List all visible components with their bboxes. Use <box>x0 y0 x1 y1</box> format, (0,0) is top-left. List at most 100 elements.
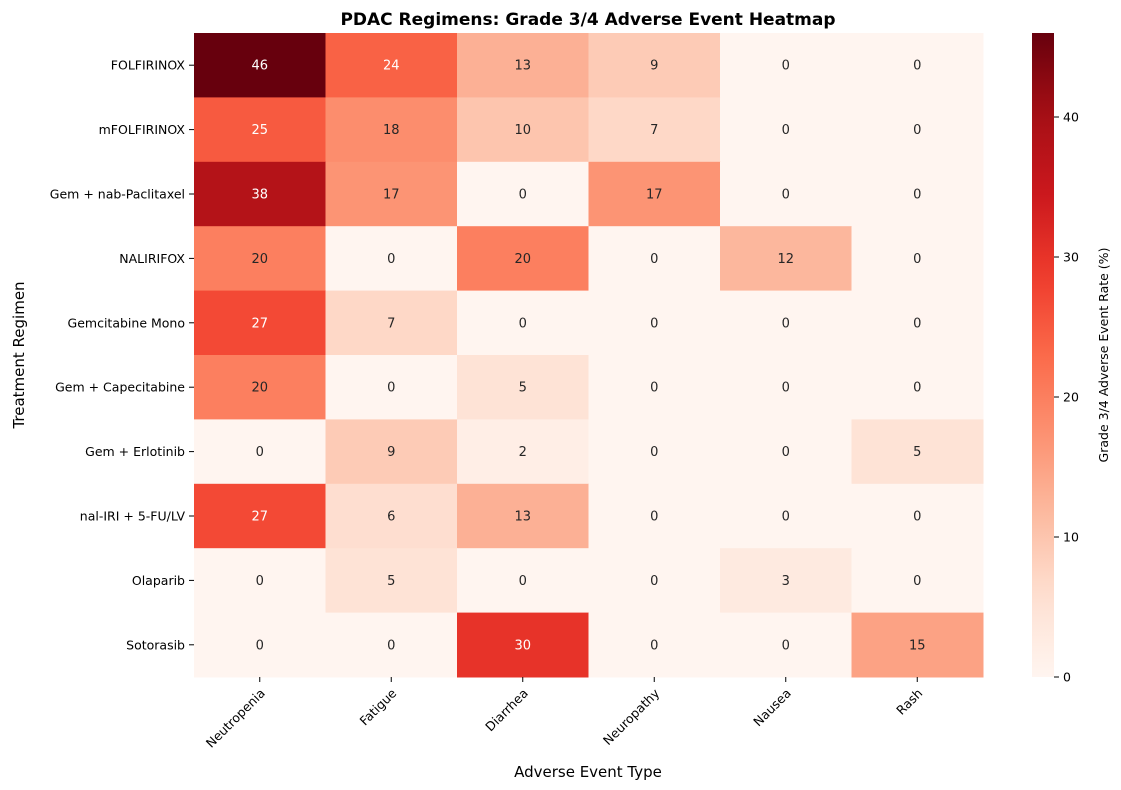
cell-value-label: 0 <box>913 123 921 138</box>
heatmap-cell <box>194 33 326 98</box>
cell-value-label: 0 <box>782 316 790 331</box>
x-tick-label: Rash <box>893 686 925 718</box>
cell-value-label: 2 <box>519 445 527 460</box>
heatmap-cell <box>457 97 589 163</box>
cell-value-label: 0 <box>913 574 921 589</box>
heatmap-cell <box>720 483 852 549</box>
cell-value-label: 0 <box>650 316 658 331</box>
heatmap-cell <box>588 419 721 485</box>
cell-value-label: 27 <box>251 510 268 525</box>
heatmap-cell <box>457 161 589 227</box>
colorbar-tick-label: 0 <box>1063 670 1071 685</box>
heatmap-cell <box>588 548 721 614</box>
cell-value-label: 0 <box>913 381 921 396</box>
cell-value-label: 0 <box>519 574 527 589</box>
heatmap-cell <box>457 226 589 292</box>
heatmap-cell <box>851 226 984 292</box>
y-tick-label: mFOLFIRINOX <box>99 122 186 137</box>
heatmap-cell <box>325 161 458 227</box>
cell-value-label: 46 <box>251 59 268 74</box>
heatmap-cell <box>457 355 589 420</box>
heatmap-cell <box>194 548 326 614</box>
cell-value-label: 0 <box>782 510 790 525</box>
cell-value-label: 0 <box>782 445 790 460</box>
cell-value-label: 0 <box>519 188 527 203</box>
heatmap-cell <box>457 33 589 98</box>
heatmap-cell <box>325 419 458 485</box>
heatmap-cell <box>720 548 852 614</box>
heatmap-cell <box>588 226 721 292</box>
heatmap-cell <box>851 97 984 163</box>
y-tick-labels: FOLFIRINOX mFOLFIRINOX Gem + nab-Paclitaxe… <box>50 58 194 652</box>
heatmap-cell <box>457 290 589 356</box>
cell-value-label: 7 <box>650 123 658 138</box>
cell-value-label: 13 <box>514 59 531 74</box>
cell-value-label: 0 <box>650 510 658 525</box>
cell-value-label: 9 <box>387 445 395 460</box>
heatmap-cell <box>851 548 984 614</box>
heatmap-cell <box>457 483 589 549</box>
cell-value-label: 27 <box>251 316 268 331</box>
cell-value-label: 0 <box>782 188 790 203</box>
cell-value-label: 15 <box>909 638 926 653</box>
heatmap-cell <box>720 419 852 485</box>
x-tick-label: Neutropenia <box>203 686 268 751</box>
colorbar-tick-label: 10 <box>1063 530 1079 545</box>
heatmap-cell <box>325 483 458 549</box>
heatmap-cell <box>457 419 589 485</box>
heatmap-cell <box>457 612 589 678</box>
x-tick-label: Neuropathy <box>600 685 663 748</box>
colorbar-tick-label: 40 <box>1063 110 1079 125</box>
x-tick-labels: Neutropenia Fatigue Diarrhea Neuropathy Naus… <box>203 677 925 751</box>
cell-value-label: 0 <box>519 316 527 331</box>
heatmap-cell <box>325 548 458 614</box>
heatmap-cell <box>588 483 721 549</box>
colorbar-tick-label: 20 <box>1063 390 1079 405</box>
y-tick-label: FOLFIRINOX <box>111 58 186 73</box>
heatmap-cell <box>325 355 458 420</box>
heatmap-cell <box>851 419 984 485</box>
cell-value-label: 12 <box>777 252 794 267</box>
heatmap-cell <box>720 33 852 98</box>
heatmap-cell <box>851 355 984 420</box>
colorbar <box>1032 33 1054 677</box>
cell-value-label: 0 <box>913 188 921 203</box>
heatmap-cell <box>588 33 721 98</box>
heatmap-cell <box>588 97 721 163</box>
heatmap-cells <box>194 33 984 678</box>
heatmap-cell <box>194 226 326 292</box>
y-tick-label: Gem + nab-Paclitaxel <box>50 187 185 202</box>
cell-value-label: 7 <box>387 316 395 331</box>
cell-value-label: 0 <box>650 381 658 396</box>
cell-value-label: 5 <box>519 381 527 396</box>
cell-value-label: 0 <box>256 638 264 653</box>
y-tick-label: Gem + Erlotinib <box>85 444 185 459</box>
cell-value-label: 0 <box>782 638 790 653</box>
colorbar-label: Grade 3/4 Adverse Event Rate (%) <box>1096 248 1111 463</box>
y-tick-label: nal-IRI + 5-FU/LV <box>80 509 186 524</box>
cell-value-label: 20 <box>251 252 268 267</box>
cell-value-label: 20 <box>251 381 268 396</box>
heatmap-cell <box>194 97 326 163</box>
cell-value-label: 38 <box>251 188 268 203</box>
heatmap-cell <box>194 483 326 549</box>
cell-value-label: 0 <box>256 574 264 589</box>
heatmap-cell <box>194 355 326 420</box>
cell-value-label: 0 <box>387 252 395 267</box>
cell-value-label: 0 <box>256 445 264 460</box>
heatmap-cell <box>720 161 852 227</box>
cell-value-label: 0 <box>782 123 790 138</box>
heatmap-cell <box>851 290 984 356</box>
heatmap-cell <box>325 226 458 292</box>
y-tick-label: Sotorasib <box>126 637 185 652</box>
cell-value-label: 0 <box>650 574 658 589</box>
heatmap-cell <box>588 290 721 356</box>
cell-value-label: 0 <box>387 381 395 396</box>
cell-value-label: 0 <box>782 381 790 396</box>
y-tick-label: NALIRIFOX <box>119 251 185 266</box>
cell-value-label: 3 <box>782 574 790 589</box>
cell-value-label: 6 <box>387 510 395 525</box>
cell-value-label: 5 <box>913 445 921 460</box>
cell-value-label: 0 <box>913 316 921 331</box>
